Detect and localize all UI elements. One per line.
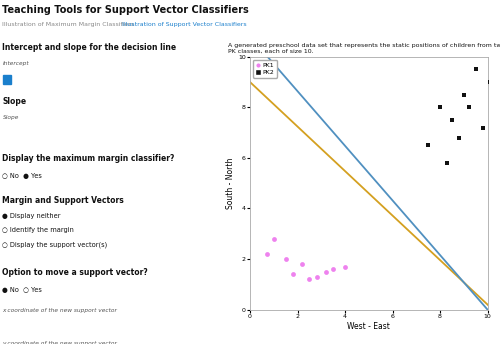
Text: y coordinate of the new support vector: y coordinate of the new support vector — [2, 341, 117, 344]
Point — [443, 160, 451, 166]
Point — [298, 261, 306, 267]
Text: A generated preschool data set that represents the static positions of children : A generated preschool data set that repr… — [228, 43, 500, 54]
Point — [306, 277, 314, 282]
Point — [322, 269, 330, 275]
Point — [436, 105, 444, 110]
Bar — [2, 75, 11, 84]
Point — [282, 256, 290, 262]
Point — [341, 264, 349, 269]
Text: ○ Identify the margin: ○ Identify the margin — [2, 227, 74, 233]
X-axis label: West - East: West - East — [348, 322, 390, 331]
Y-axis label: South - North: South - North — [226, 158, 235, 209]
Point — [289, 271, 297, 277]
Text: Intercept and slope for the decision line: Intercept and slope for the decision lin… — [2, 43, 176, 52]
Point — [270, 236, 278, 241]
Text: Illustration of Maximum Margin Classifiers: Illustration of Maximum Margin Classifie… — [2, 22, 134, 28]
Point — [424, 142, 432, 148]
Point — [479, 125, 487, 130]
Point — [472, 67, 480, 72]
Legend: PK1, PK2: PK1, PK2 — [253, 60, 277, 77]
Text: Display the maximum margin classifier?: Display the maximum margin classifier? — [2, 154, 175, 163]
Text: ○ Display the support vector(s): ○ Display the support vector(s) — [2, 242, 108, 248]
Text: Intercept: Intercept — [2, 61, 29, 66]
Text: Illustration of Support Vector Classifiers: Illustration of Support Vector Classifie… — [122, 22, 247, 28]
Point — [455, 135, 463, 140]
Text: x coordinate of the new support vector: x coordinate of the new support vector — [2, 308, 117, 313]
Point — [464, 105, 472, 110]
Text: Margin and Support Vectors: Margin and Support Vectors — [2, 196, 124, 205]
Point — [262, 251, 270, 257]
Text: ● No  ○ Yes: ● No ○ Yes — [2, 287, 42, 292]
Point — [460, 92, 468, 97]
Text: ● Display neither: ● Display neither — [2, 213, 61, 219]
Text: Slope: Slope — [2, 115, 19, 120]
Text: Option to move a support vector?: Option to move a support vector? — [2, 268, 148, 277]
Text: Teaching Tools for Support Vector Classifiers: Teaching Tools for Support Vector Classi… — [2, 5, 249, 15]
Point — [312, 274, 320, 279]
Text: Slope: Slope — [2, 97, 26, 106]
Point — [329, 266, 337, 272]
Text: ○ No  ● Yes: ○ No ● Yes — [2, 173, 42, 179]
Point — [448, 117, 456, 123]
Point — [486, 79, 494, 85]
